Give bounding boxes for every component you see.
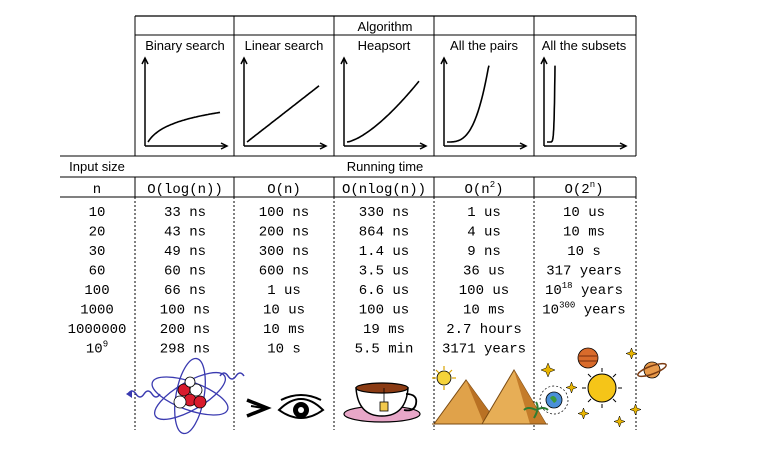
running-time-value: 19 ms <box>363 322 405 338</box>
complexity-label: O(nlog(n)) <box>342 182 426 198</box>
algorithm-name: All the pairs <box>450 38 518 53</box>
complexity-curve <box>147 111 221 143</box>
y-axis-arrow <box>240 56 248 65</box>
running-time-value: 9 ns <box>467 244 501 260</box>
solar-system-icon <box>539 347 667 428</box>
running-time-value: 5.5 min <box>355 342 414 358</box>
running-time-value: 300 ns <box>259 244 309 260</box>
running-time-value: 10 us <box>563 205 605 221</box>
table-headers: Algorithm Input size Running time n Binary s… <box>69 19 627 198</box>
complexity-curve <box>447 65 490 143</box>
running-time-value: 36 us <box>463 264 505 280</box>
running-time-value: 4 us <box>467 225 501 241</box>
complexity-curve <box>346 80 420 143</box>
running-time-value: 6.6 us <box>359 283 409 299</box>
y-axis-arrow <box>340 56 348 65</box>
algorithm-header: Algorithm <box>358 19 413 34</box>
algorithm-name: Binary search <box>145 38 224 53</box>
running-time-value: 10 s <box>267 342 301 358</box>
x-axis-arrow <box>220 142 229 150</box>
running-time-value: 1.4 us <box>359 244 409 260</box>
running-time-value: 330 ns <box>359 205 409 221</box>
algorithm-name: Linear search <box>245 38 324 53</box>
table-grid <box>60 15 637 430</box>
atom-icon <box>126 357 245 435</box>
algorithm-name: All the subsets <box>542 38 627 53</box>
complexity-label: O(n2) <box>464 180 503 198</box>
running-time-value: 200 ns <box>259 225 309 241</box>
teacup-icon <box>343 382 421 423</box>
running-time-value: 100 us <box>359 303 409 319</box>
complexity-curve <box>547 65 556 143</box>
eyes-icon <box>246 394 325 419</box>
running-time-value: 864 ns <box>359 225 409 241</box>
input-size-value: 20 <box>89 225 106 241</box>
x-axis-arrow <box>419 142 428 150</box>
running-time-value: 33 ns <box>164 205 206 221</box>
complexity-label: O(n) <box>267 182 301 198</box>
running-time-value: 10 ms <box>563 225 605 241</box>
running-time-value: 10 us <box>263 303 305 319</box>
x-axis-arrow <box>519 142 528 150</box>
running-time-value: 317 years <box>546 264 622 280</box>
complexity-curve <box>246 85 320 143</box>
complexity-label: O(2n) <box>564 180 603 198</box>
running-time-value: 1 us <box>267 283 301 299</box>
table-cells: 10 20 30 60 100 1000 1000000 109 33 ns 100 ns 330 … <box>68 205 626 358</box>
running-time-value: 298 ns <box>160 342 210 358</box>
input-size-value: 30 <box>89 244 106 260</box>
running-time-header: Running time <box>347 159 424 174</box>
running-time-value: 600 ns <box>259 264 309 280</box>
input-size-value: 1000 <box>80 303 114 319</box>
input-size-value: 100 <box>84 283 109 299</box>
input-size-value: 60 <box>89 264 106 280</box>
running-time-value: 10300 years <box>542 301 625 319</box>
running-time-value: 10 s <box>567 244 601 260</box>
x-axis-arrow <box>619 142 628 150</box>
algorithm-name: Heapsort <box>358 38 411 53</box>
input-size-value: 1000000 <box>68 322 127 338</box>
y-axis-arrow <box>540 56 548 65</box>
running-time-value: 66 ns <box>164 283 206 299</box>
n-label: n <box>93 182 101 198</box>
running-time-value: 3.5 us <box>359 264 409 280</box>
pyramids-icon <box>432 366 549 425</box>
y-axis-arrow <box>440 56 448 65</box>
running-time-value: 1 us <box>467 205 501 221</box>
running-time-value: 10 ms <box>263 322 305 338</box>
input-size-value: 10 <box>89 205 106 221</box>
input-size-header: Input size <box>69 159 125 174</box>
y-axis-arrow <box>141 56 149 65</box>
input-size-value: 109 <box>86 340 108 358</box>
running-time-value: 100 ns <box>160 303 210 319</box>
complexity-curves <box>141 56 628 150</box>
running-time-value: 10 ms <box>463 303 505 319</box>
running-time-value: 49 ns <box>164 244 206 260</box>
running-time-value: 2.7 hours <box>446 322 522 338</box>
running-time-value: 200 ns <box>160 322 210 338</box>
running-time-value: 100 ns <box>259 205 309 221</box>
running-time-value: 43 ns <box>164 225 206 241</box>
complexity-label: O(log(n)) <box>147 182 223 198</box>
running-time-value: 100 us <box>459 283 509 299</box>
running-time-value: 3171 years <box>442 342 526 358</box>
running-time-value: 60 ns <box>164 264 206 280</box>
running-time-value: 1018 years <box>545 281 623 299</box>
x-axis-arrow <box>319 142 328 150</box>
